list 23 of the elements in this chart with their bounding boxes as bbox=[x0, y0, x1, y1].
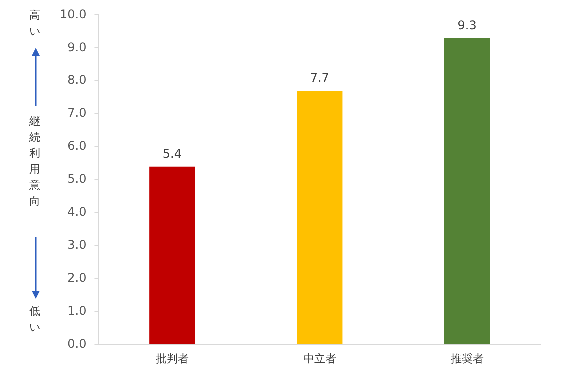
y-tick-label: 10.0 bbox=[60, 7, 87, 22]
y-tick-label: 6.0 bbox=[68, 139, 87, 154]
y-tick-label: 4.0 bbox=[68, 205, 87, 220]
bar bbox=[150, 166, 196, 344]
data-label: 9.3 bbox=[458, 18, 477, 32]
y-tick-label: 1.0 bbox=[68, 304, 87, 318]
bar bbox=[297, 91, 343, 344]
y-axis-title: 継続利用意向 bbox=[29, 114, 41, 210]
x-tick-label: 批判者 bbox=[156, 352, 189, 366]
y-tick-label: 0.0 bbox=[68, 336, 87, 351]
y-tick-label: 7.0 bbox=[68, 106, 87, 120]
y-tick-label: 3.0 bbox=[68, 238, 87, 252]
bar bbox=[444, 38, 490, 344]
x-tick-label: 推奨者 bbox=[450, 352, 484, 366]
y-tick-label: 2.0 bbox=[68, 271, 87, 286]
data-label: 5.4 bbox=[162, 146, 182, 161]
y-tick-label: 5.0 bbox=[68, 172, 87, 186]
x-tick-label: 中立者 bbox=[303, 352, 336, 366]
text: 低い bbox=[29, 304, 41, 336]
text: 高い bbox=[29, 8, 41, 40]
y-tick-label: 8.0 bbox=[68, 73, 87, 88]
data-label: 7.7 bbox=[310, 71, 330, 86]
y-tick-label: 9.0 bbox=[68, 40, 87, 54]
